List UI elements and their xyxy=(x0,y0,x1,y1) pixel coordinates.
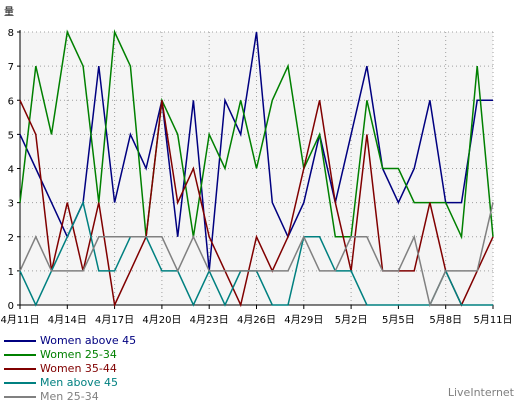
chart: 0 1 2 3 4 5 6 7 8 4月11日 4月14日 4月17日 4月20日 4月23日 4月26日… xyxy=(0,6,512,326)
legend: Women above 45 Women 25-34 Women 35-44 Men … xyxy=(4,334,136,404)
x-tick-label: 4月17日 xyxy=(95,314,134,326)
legend-item: Men above 45 xyxy=(4,376,136,390)
legend-label: Women above 45 xyxy=(40,334,137,347)
x-tick-label: 5月5日 xyxy=(382,314,415,326)
series-line xyxy=(19,31,493,271)
x-tick-label: 5月11日 xyxy=(473,314,512,326)
x-tick-label: 4月20日 xyxy=(142,314,181,326)
x-tick-label: 5月2日 xyxy=(335,314,368,326)
y-axis-label: 量 xyxy=(4,6,14,18)
x-tick-label: 4月26日 xyxy=(237,314,276,326)
legend-swatch xyxy=(4,368,36,370)
legend-label: Men above 45 xyxy=(40,376,118,389)
y-tick-label: 8 xyxy=(8,28,14,39)
x-tick-label: 4月14日 xyxy=(48,314,87,326)
y-tick-label: 5 xyxy=(8,130,14,141)
series-line xyxy=(19,99,494,308)
legend-item: Women 35-44 xyxy=(4,362,136,376)
series-lines xyxy=(19,29,494,308)
y-tick-label: 7 xyxy=(8,62,14,73)
legend-item: Women above 45 xyxy=(4,334,136,348)
legend-item: Men 25-34 xyxy=(4,390,136,404)
legend-item: Women 25-34 xyxy=(4,348,136,362)
y-tick-label: 2 xyxy=(8,233,14,244)
y-tick-label: 0 xyxy=(8,301,14,312)
y-tick-label: 3 xyxy=(8,199,14,210)
y-tick-label: 6 xyxy=(8,96,14,107)
x-tick-labels: 4月11日 4月14日 4月17日 4月20日 4月23日 4月26日 4月29日 5月2日 5… xyxy=(0,314,512,326)
y-tick-labels: 0 1 2 3 4 5 6 7 8 xyxy=(8,28,14,312)
x-tick-label: 4月11日 xyxy=(0,314,39,326)
legend-label: Women 25-34 xyxy=(40,348,117,361)
legend-swatch xyxy=(4,382,36,384)
series-line xyxy=(19,202,494,308)
legend-swatch xyxy=(4,340,36,342)
y-tick-label: 4 xyxy=(8,165,14,176)
brand-label: LiveInternet xyxy=(447,386,514,399)
legend-label: Men 25-34 xyxy=(40,390,99,403)
x-tick-label: 4月23日 xyxy=(190,314,229,326)
x-tick-label: 5月8日 xyxy=(429,314,462,326)
x-tick-label: 4月29日 xyxy=(284,314,323,326)
y-tick-label: 1 xyxy=(8,267,14,278)
legend-swatch xyxy=(4,354,36,356)
legend-swatch xyxy=(4,396,36,398)
legend-label: Women 35-44 xyxy=(40,362,117,375)
